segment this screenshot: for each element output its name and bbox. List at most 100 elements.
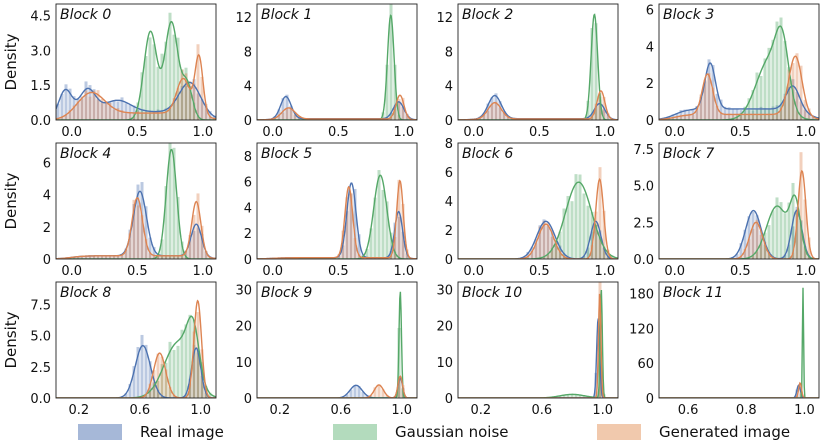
hist-bar	[293, 114, 297, 120]
hist-bar	[755, 72, 759, 120]
y-tick-label: 30	[436, 283, 453, 298]
hist-bar	[546, 222, 550, 259]
hist-bar	[88, 96, 92, 120]
hist-bar	[594, 211, 598, 259]
kde-line-real-image	[56, 81, 216, 118]
kde-line-gaussian-noise	[659, 287, 819, 398]
hist-bar	[80, 98, 84, 120]
hist-bar	[775, 197, 779, 259]
hist-bar	[172, 98, 176, 120]
hist-bar	[92, 90, 96, 120]
hist-bar	[124, 113, 128, 120]
plot-area	[56, 12, 216, 120]
axes-frame	[658, 281, 820, 399]
axes-frame	[658, 3, 820, 121]
x-tick-label: 0.2	[69, 403, 90, 418]
y-tick-label: 1.5	[30, 79, 51, 94]
panel-block-4: Block 4 0 2 4 6 0.0 0.5 1.0 Density	[2, 142, 217, 279]
hist-bar	[172, 394, 176, 398]
hist-bar	[566, 395, 570, 398]
hist-bar	[799, 220, 803, 259]
hist-bar	[116, 108, 120, 120]
hist-bar	[84, 90, 88, 120]
hist-bar	[160, 255, 164, 259]
hist-bar	[172, 34, 176, 120]
y-tick-label: 2.5	[633, 216, 654, 231]
y-tick-label: 0	[445, 392, 453, 407]
x-tick-label: 0.0	[61, 125, 82, 140]
hist-bar	[208, 257, 212, 259]
hist-bar	[787, 69, 791, 120]
hist-bar	[795, 389, 799, 398]
hist-bar	[594, 106, 598, 120]
hist-bar	[293, 112, 297, 120]
panel-title: Block 10	[462, 285, 522, 301]
hist-bar	[554, 240, 558, 259]
hist-bar	[695, 106, 699, 120]
hist-bar	[212, 396, 216, 398]
hist-bar	[385, 395, 389, 398]
hist-bar	[747, 114, 751, 120]
hist-bar	[787, 67, 791, 120]
hist-bar	[136, 111, 140, 120]
axes-frame	[658, 142, 820, 260]
hist-bar	[281, 112, 285, 120]
kde-line-generated-image	[56, 53, 216, 120]
y-axis-label: Density	[2, 172, 20, 229]
hist-bar	[156, 66, 160, 120]
kde-line-gaussian-noise	[458, 13, 618, 120]
hist-bar	[124, 393, 128, 398]
hist-bar	[112, 256, 116, 259]
panel-title: Block 0	[60, 7, 111, 23]
hist-bar	[349, 192, 353, 259]
hist-bar	[357, 254, 361, 259]
hist-bar	[184, 250, 188, 259]
hist-bar	[148, 37, 152, 120]
hist-bar	[566, 196, 570, 259]
y-tick-label: 0.0	[30, 392, 51, 407]
hist-bar	[538, 226, 542, 259]
panel-block-1: Block 1 0 4 8 12 0.0 0.5 1.0	[235, 3, 418, 140]
x-tick-label: 0.5	[328, 264, 349, 279]
hist-bar	[401, 231, 405, 259]
hist-bar	[598, 99, 602, 120]
hist-bar	[160, 356, 164, 398]
hist-bar	[799, 101, 803, 120]
hist-bar	[478, 117, 482, 120]
hist-bar	[586, 247, 590, 259]
hist-bar	[795, 209, 799, 259]
hist-bar	[795, 209, 799, 259]
legend-label-gaussian: Gaussian noise	[395, 423, 509, 441]
x-tick-label: 0.2	[270, 403, 291, 418]
y-tick-label: 0	[244, 392, 252, 407]
y-tick-label: 0	[244, 114, 252, 129]
hist-bar	[759, 106, 763, 120]
hist-bar	[562, 208, 566, 259]
y-axis-label: Density	[2, 311, 20, 368]
hist-bar	[542, 219, 546, 259]
hist-bar	[144, 239, 148, 259]
hist-bar	[598, 96, 602, 120]
hist-bar	[120, 97, 124, 120]
hist-bar	[56, 118, 60, 120]
y-tick-label: 0	[646, 114, 654, 129]
hist-bar	[168, 341, 172, 398]
hist-bar	[184, 250, 188, 259]
axes-frame	[457, 3, 619, 121]
hist-bar	[747, 239, 751, 259]
hist-bar	[578, 174, 582, 259]
hist-bar	[389, 4, 393, 120]
hist-bar	[606, 114, 610, 120]
hist-bar	[791, 226, 795, 259]
y-tick-label: 0	[43, 253, 51, 268]
hist-bar	[598, 236, 602, 259]
hist-bar	[168, 255, 172, 259]
hist-bar	[164, 255, 168, 259]
hist-bar	[486, 110, 490, 120]
kde-line-gaussian-noise	[659, 25, 819, 120]
hist-bar	[397, 376, 401, 398]
hist-bar	[795, 53, 799, 120]
hist-bar	[405, 253, 409, 259]
hist-bar	[204, 392, 208, 398]
hist-bar	[200, 225, 204, 259]
